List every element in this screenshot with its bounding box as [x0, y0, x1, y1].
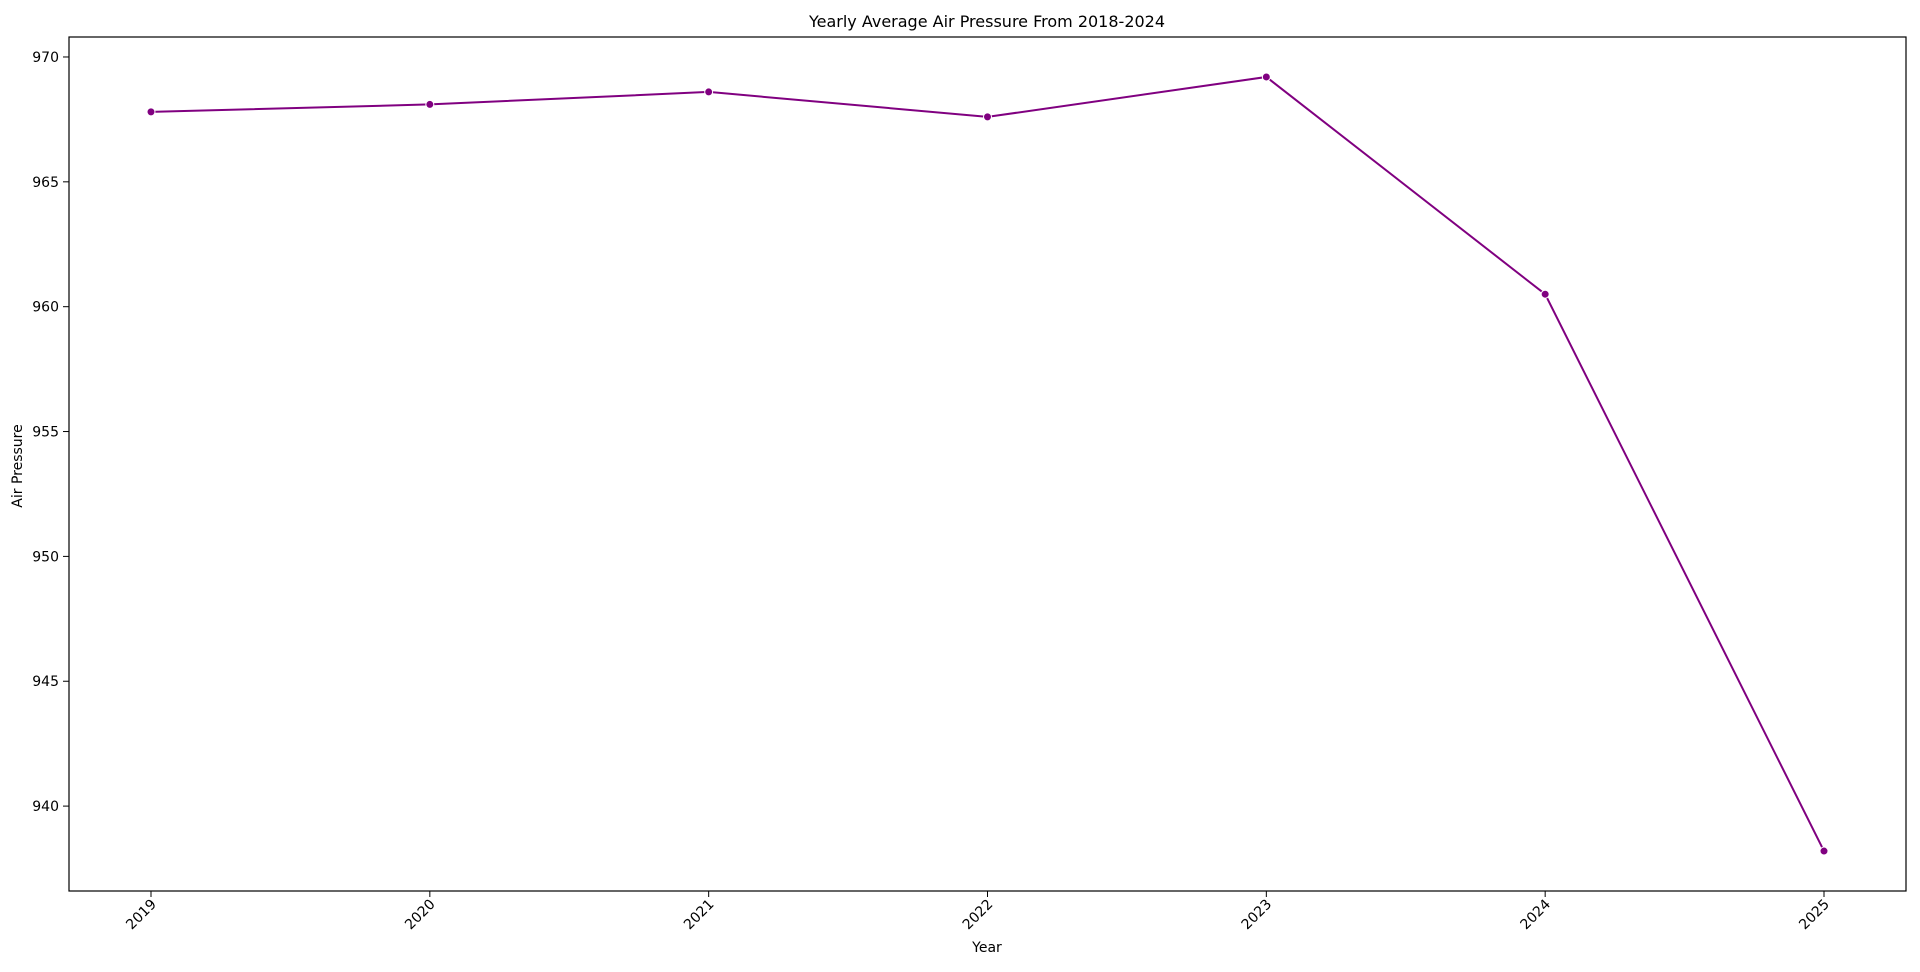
y-axis-label: Air Pressure [10, 424, 26, 507]
x-tick-label: 2021 [681, 897, 718, 934]
data-point [1540, 289, 1550, 299]
y-tick-label: 965 [32, 175, 59, 191]
x-axis-label: Year [971, 940, 1002, 956]
x-tick-label: 2025 [1796, 897, 1833, 934]
chart-title: Yearly Average Air Pressure From 2018-20… [808, 12, 1165, 31]
x-tick-label: 2022 [960, 897, 997, 934]
data-point [425, 99, 435, 109]
data-point [146, 107, 156, 117]
y-tick-label: 940 [32, 799, 59, 815]
x-tick-label: 2019 [123, 897, 160, 934]
data-point [1819, 846, 1829, 856]
x-tick-label: 2024 [1517, 896, 1554, 933]
data-point [983, 112, 992, 122]
data-point [1261, 72, 1271, 82]
y-tick-label: 955 [32, 425, 59, 441]
data-point [704, 87, 714, 97]
plot-area: 940 945 950 955 960 965 970 2019 2020 2021 2022 202… [32, 36, 1907, 934]
x-tick-label: 2020 [402, 897, 439, 934]
y-tick-label: 970 [32, 50, 59, 66]
y-tick-label: 950 [32, 549, 59, 565]
y-tick-label: 960 [32, 300, 59, 316]
y-tick-label: 945 [32, 674, 59, 690]
series-line [150, 75, 1825, 852]
x-tick-label: 2023 [1239, 897, 1276, 934]
